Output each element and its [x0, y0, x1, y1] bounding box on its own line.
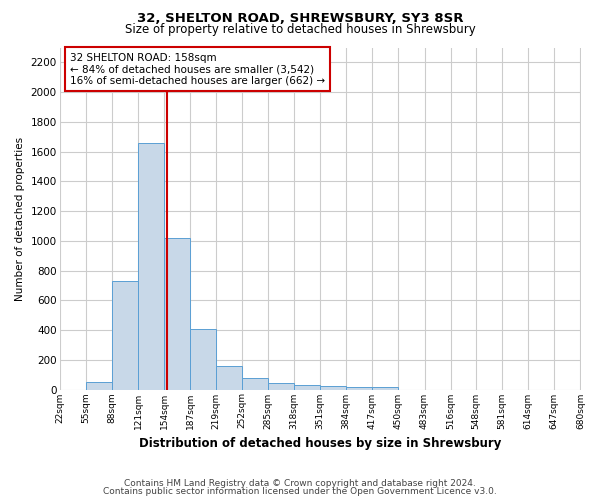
Bar	[86, 382, 112, 390]
Bar	[138, 142, 164, 390]
Text: Contains HM Land Registry data © Crown copyright and database right 2024.: Contains HM Land Registry data © Crown c…	[124, 478, 476, 488]
Bar	[112, 281, 138, 390]
Bar	[242, 378, 268, 390]
X-axis label: Distribution of detached houses by size in Shrewsbury: Distribution of detached houses by size …	[139, 437, 501, 450]
Bar	[346, 386, 372, 390]
Text: 32 SHELTON ROAD: 158sqm
← 84% of detached houses are smaller (3,542)
16% of semi: 32 SHELTON ROAD: 158sqm ← 84% of detache…	[70, 52, 325, 86]
Bar	[268, 383, 294, 390]
Bar	[164, 238, 190, 390]
Text: 32, SHELTON ROAD, SHREWSBURY, SY3 8SR: 32, SHELTON ROAD, SHREWSBURY, SY3 8SR	[137, 12, 463, 26]
Bar	[215, 366, 242, 390]
Bar	[372, 388, 398, 390]
Y-axis label: Number of detached properties: Number of detached properties	[15, 136, 25, 300]
Text: Contains public sector information licensed under the Open Government Licence v3: Contains public sector information licen…	[103, 487, 497, 496]
Bar	[294, 385, 320, 390]
Text: Size of property relative to detached houses in Shrewsbury: Size of property relative to detached ho…	[125, 22, 475, 36]
Bar	[190, 328, 217, 390]
Bar	[320, 386, 346, 390]
